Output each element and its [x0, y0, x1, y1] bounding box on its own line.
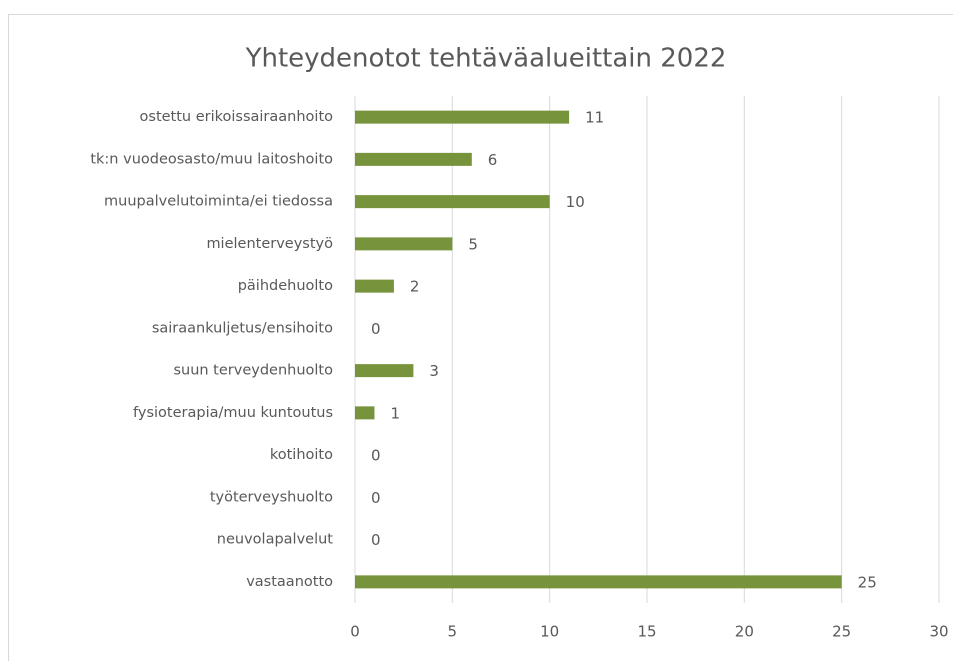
y-tick-label: ostettu erikoissairaanhoito: [140, 109, 334, 125]
x-tick-label: 10: [540, 623, 559, 641]
y-tick-label: vastaanotto: [246, 574, 333, 590]
bar: [355, 406, 375, 420]
y-tick-label: suun terveydenhuolto: [173, 363, 333, 379]
data-label: 0: [371, 531, 381, 549]
x-tick-label: 20: [735, 623, 754, 641]
data-label: 5: [468, 235, 478, 253]
data-label: 3: [429, 362, 439, 380]
x-tick-label: 5: [448, 623, 458, 641]
x-tick-label: 15: [637, 623, 656, 641]
bar: [355, 575, 842, 589]
data-label: 10: [566, 193, 585, 211]
bar: [355, 195, 550, 209]
chart-title: Yhteydenotot tehtäväalueittain 2022: [245, 44, 727, 74]
data-label: 0: [371, 320, 381, 338]
y-tick-label: muupalvelutoiminta/ei tiedossa: [104, 194, 333, 210]
bar: [355, 152, 472, 166]
data-label: 25: [858, 573, 877, 591]
data-label: 11: [585, 109, 604, 127]
y-tick-label: tk:n vuodeosasto/muu laitoshoito: [90, 151, 333, 167]
data-label: 2: [410, 278, 420, 296]
y-tick-label: fysioterapia/muu kuntoutus: [133, 405, 333, 421]
data-label: 0: [371, 489, 381, 507]
bar: [355, 110, 570, 124]
y-tick-label: mielenterveystyö: [206, 236, 333, 252]
bar: [355, 279, 394, 293]
y-tick-label: kotihoito: [270, 447, 333, 463]
y-tick-label: työterveyshuolto: [210, 489, 333, 505]
data-label: 0: [371, 447, 381, 465]
x-tick-label: 30: [929, 623, 948, 641]
y-tick-label: sairaankuljetus/ensihoito: [152, 320, 333, 336]
bar: [355, 364, 414, 378]
data-label: 1: [390, 404, 400, 422]
x-tick-label: 25: [832, 623, 851, 641]
data-label: 6: [488, 151, 498, 169]
y-tick-label: päihdehuolto: [238, 278, 333, 294]
y-tick-label: neuvolapalvelut: [217, 532, 334, 548]
bar: [355, 237, 453, 251]
x-tick-label: 0: [350, 623, 360, 641]
